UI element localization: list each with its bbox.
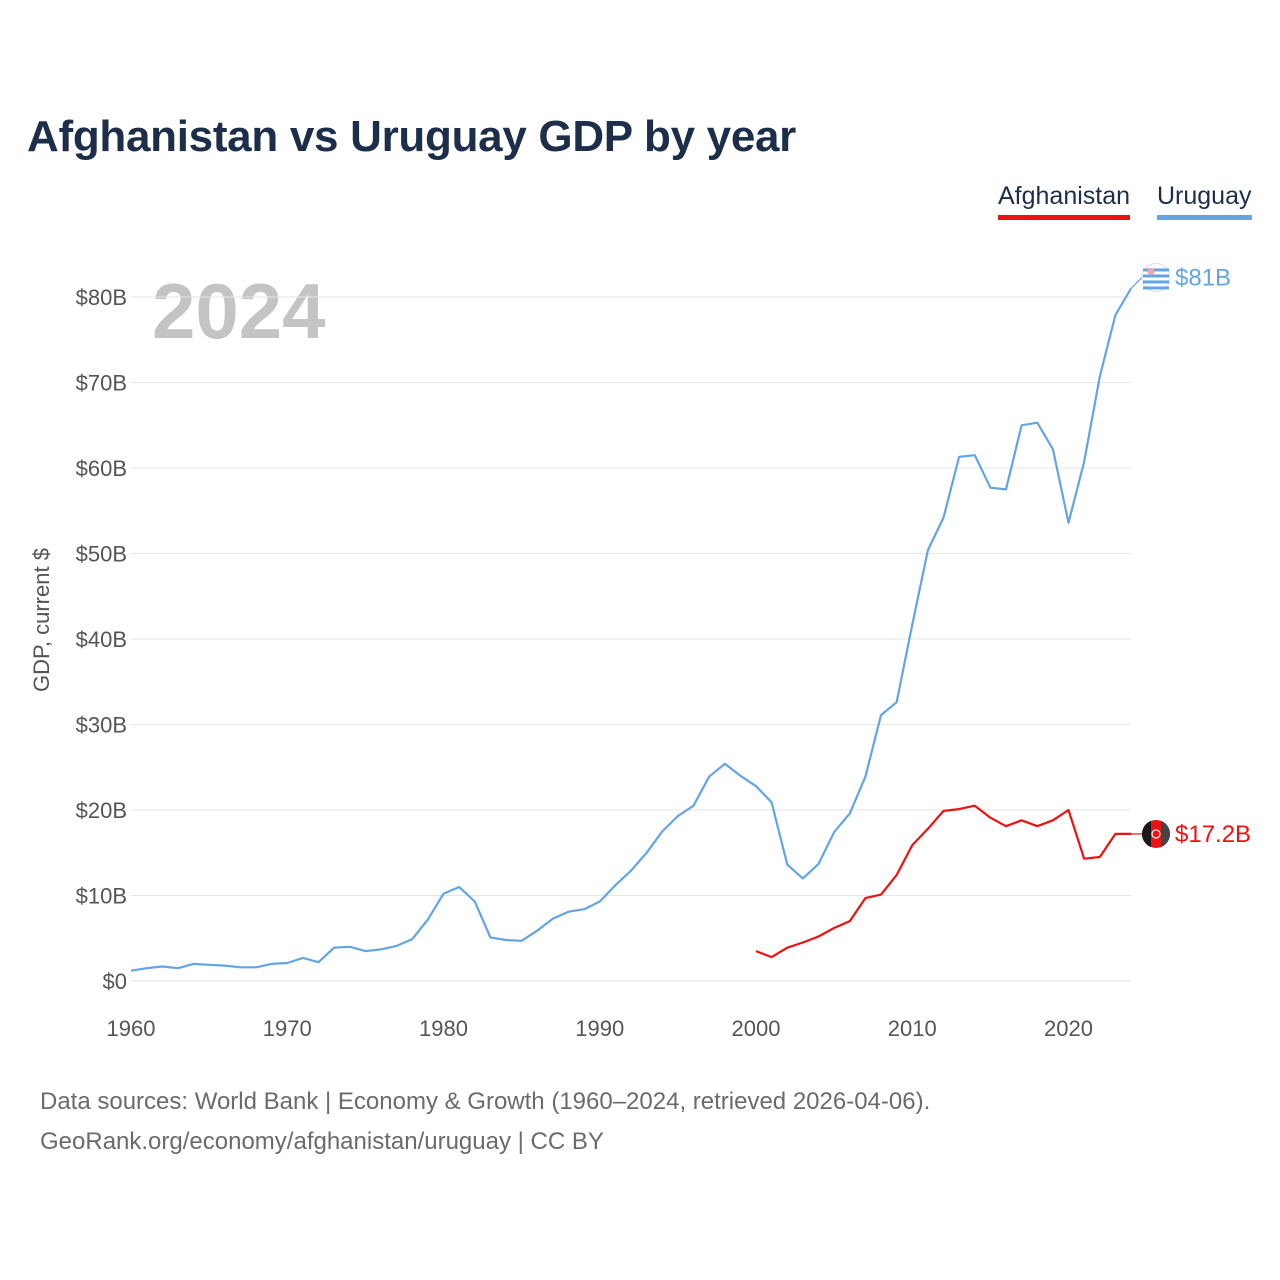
series-line-uruguay xyxy=(130,287,1132,972)
flag-stripe xyxy=(1143,268,1169,272)
flag-sun xyxy=(1147,267,1155,275)
y-tick-label: $80B xyxy=(76,285,127,310)
x-tick-label: 2000 xyxy=(732,1016,781,1041)
flag-band-right xyxy=(1161,820,1171,848)
end-connector-uruguay xyxy=(1130,277,1143,289)
year-watermark: 2024 xyxy=(152,267,326,355)
x-tick-label: 2020 xyxy=(1044,1016,1093,1041)
data-source-note: Data sources: World Bank | Economy & Gro… xyxy=(40,1088,931,1115)
y-tick-label: $40B xyxy=(76,627,127,652)
flag-stripe xyxy=(1143,286,1169,290)
x-tick-label: 1970 xyxy=(263,1016,312,1041)
y-tick-label: $20B xyxy=(76,798,127,823)
x-tick-label: 1960 xyxy=(107,1016,156,1041)
flag-stripe xyxy=(1143,280,1169,284)
legend-item-uruguay[interactable]: Uruguay xyxy=(1157,182,1252,220)
x-tick-label: 1980 xyxy=(419,1016,468,1041)
x-tick-label: 2010 xyxy=(888,1016,937,1041)
legend-item-afghanistan[interactable]: Afghanistan xyxy=(998,182,1131,220)
y-tick-label: $0 xyxy=(103,969,127,994)
footer: Data sources: World Bank | Economy & Gro… xyxy=(40,1082,930,1162)
y-axis-label: GDP, current $ xyxy=(29,548,54,692)
x-tick-label: 1990 xyxy=(575,1016,624,1041)
flag-stripe xyxy=(1143,274,1169,278)
y-tick-label: $50B xyxy=(76,542,127,567)
end-value-label-uruguay: $81B xyxy=(1175,264,1231,291)
end-value-label-afghanistan: $17.2B xyxy=(1175,821,1251,848)
series-line-afghanistan xyxy=(755,804,1131,959)
y-tick-label: $70B xyxy=(76,371,127,396)
y-tick-label: $10B xyxy=(76,884,127,909)
source-link[interactable]: GeoRank.org/economy/afghanistan/uruguay … xyxy=(40,1128,604,1155)
flag-band-black xyxy=(1142,820,1151,848)
y-tick-label: $60B xyxy=(76,456,127,481)
y-tick-label: $30B xyxy=(76,713,127,738)
flag-emblem xyxy=(1151,829,1161,839)
chart-title: Afghanistan vs Uruguay GDP by year xyxy=(27,112,796,161)
